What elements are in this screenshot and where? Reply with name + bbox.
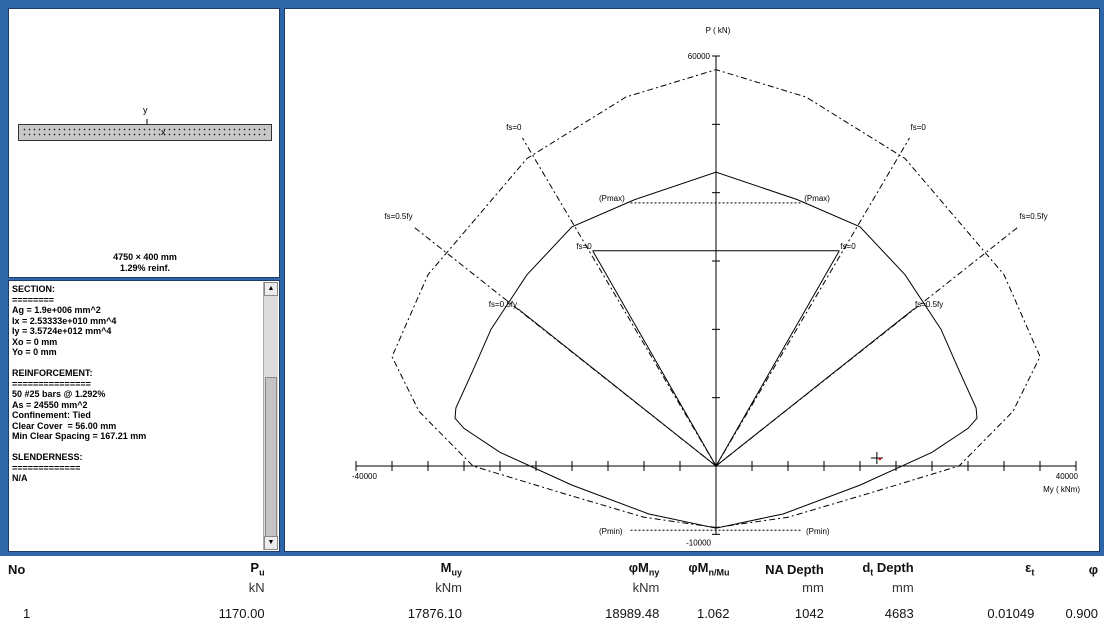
cell-phimny: 18989.48 — [605, 605, 660, 621]
unit-cell: kNm — [632, 579, 660, 595]
info-line: SLENDERNESS: — [12, 452, 83, 462]
cell-pu: 1170.00 — [218, 605, 265, 621]
info-line: Clear Cover = 56.00 mm — [12, 420, 117, 431]
column-section-shape — [18, 124, 272, 141]
cell-na-depth: 1042 — [794, 605, 824, 621]
pmax-label-right: (Pmax) — [804, 194, 830, 203]
y-axis-label: y — [143, 105, 148, 115]
load-point-dot — [878, 457, 882, 461]
info-line: As = 24550 mm^2 — [12, 399, 88, 410]
pmax-label-left: (Pmax) — [599, 194, 625, 203]
fs-half-fy-label-left: fs=0.5fy — [384, 212, 412, 221]
cell-muy: 17876.10 — [407, 605, 462, 621]
col-header-ratio: φMn/Mu — [688, 560, 730, 578]
unit-cell — [1034, 578, 1098, 596]
x-axis-label: x — [161, 127, 166, 137]
interaction-diagram: P ( kN) 60000 -10000 -40000 40000 My ( kNm) (… — [352, 26, 1080, 547]
diagram-annotations: (Pmax) (Pmax) (Pmin) (Pmin) fs=0 fs=0 fs=0.5fy… — [384, 123, 1047, 536]
interaction-diagram-pane: P ( kN) 60000 -10000 -40000 40000 My ( kNm) (… — [284, 8, 1100, 552]
cell-dt-depth: 4683 — [884, 605, 914, 621]
col-header-pu: Pu — [250, 560, 265, 578]
info-line — [12, 358, 260, 369]
col-header-muy: Muy — [440, 560, 462, 578]
info-line: REINFORCEMENT: — [12, 368, 93, 378]
pmin-label-left: (Pmin) — [599, 527, 623, 536]
radial-line — [715, 250, 840, 467]
unit-cell: mm — [802, 579, 824, 595]
radial-line — [715, 226, 1019, 467]
col-header-phimny: φMny — [628, 560, 660, 578]
fs-zero-label-left: fs=0 — [506, 123, 522, 132]
section-info-text: SECTION: ======== Ag = 1.9e+006 mm^2 Ix = 2… — [12, 284, 260, 484]
info-line: Confinement: Tied — [12, 410, 91, 420]
col-header-na-depth: NA Depth — [765, 561, 824, 577]
unit-cell: mm — [892, 579, 914, 595]
fs-zero-label-right: fs=0 — [840, 242, 856, 251]
info-line: 50 #25 bars @ 1.292% — [12, 389, 106, 399]
unit-cell — [659, 578, 729, 596]
col-header-phi: φ — [1088, 561, 1098, 577]
scroll-up-button[interactable]: ▲ — [264, 282, 278, 296]
factored-curve — [391, 69, 1041, 528]
diagram-curves — [391, 69, 1041, 529]
unit-cell: kN — [248, 579, 265, 595]
app-window: y x 4750 × 400 mm 1.29% reinf. SECTION: =… — [0, 0, 1104, 556]
unit-cell — [914, 578, 1035, 596]
m-axis-label: My ( kNm) — [1043, 485, 1080, 494]
info-line — [12, 442, 260, 453]
info-line: SECTION: — [12, 284, 56, 294]
unit-cell — [8, 578, 45, 596]
col-header-dt-depth: dt Depth — [862, 560, 914, 578]
info-line: ======== — [12, 294, 55, 305]
fs-half-fy-label-left: fs=0.5fy — [489, 300, 517, 309]
section-reinf-ratio: 1.29% reinf. — [119, 263, 171, 273]
info-line: Yo = 0 mm — [12, 347, 57, 357]
scroll-down-button[interactable]: ▼ — [264, 536, 278, 550]
section-view-pane: y x 4750 × 400 mm 1.29% reinf. — [8, 8, 280, 278]
col-header-no: No — [8, 561, 26, 577]
pmin-label-right: (Pmin) — [806, 527, 830, 536]
col-header-epsilon: εt — [1025, 560, 1035, 578]
info-line: Iy = 3.5724e+012 mm^4 — [12, 326, 112, 336]
m-max-tick-label: 40000 — [1056, 472, 1079, 481]
info-scrollbar[interactable]: ▲ ▼ — [263, 282, 278, 550]
radial-line — [715, 137, 910, 467]
info-line: ============= — [12, 462, 81, 473]
scroll-thumb[interactable] — [265, 377, 277, 537]
radial-line — [522, 137, 717, 467]
fs-zero-label-left: fs=0 — [576, 242, 592, 251]
info-line: Xo = 0 mm — [12, 336, 58, 347]
fs-half-fy-label-right: fs=0.5fy — [915, 300, 943, 309]
section-info-panel: SECTION: ======== Ag = 1.9e+006 mm^2 Ix = 2… — [8, 280, 280, 552]
radial-line — [413, 226, 717, 467]
radial-line — [592, 250, 717, 467]
cell-epsilon: 0.01049 — [987, 605, 1035, 621]
info-line: N/A — [12, 473, 28, 483]
nominal-curve — [454, 171, 978, 529]
unit-cell: kNm — [435, 579, 462, 595]
table-row[interactable]: 1 1170.00 17876.10 18989.48 1.062 1042 4… — [8, 604, 1098, 622]
section-axes — [137, 119, 159, 141]
table-header-row: No Pu Muy φMny φMn/Mu NA Depth dt Depth … — [8, 560, 1098, 578]
diagram-axes: P ( kN) 60000 -10000 -40000 40000 My ( kNm) — [352, 26, 1080, 547]
info-line: Ag = 1.9e+006 mm^2 — [12, 305, 101, 315]
info-line: Min Clear Spacing = 167.21 mm — [12, 431, 147, 441]
results-table: No Pu Muy φMny φMn/Mu NA Depth dt Depth … — [8, 560, 1098, 622]
p-max-tick-label: 60000 — [688, 52, 711, 61]
table-units-row: kN kNm kNm mm mm — [8, 578, 1098, 596]
fs-zero-label-right: fs=0 — [911, 123, 927, 132]
section-dimensions: 4750 × 400 mm — [113, 252, 177, 262]
cell-no: 1 — [23, 605, 31, 621]
fs-half-fy-label-right: fs=0.5fy — [1019, 212, 1047, 221]
info-line: Ix = 2.53333e+010 mm^4 — [12, 315, 117, 326]
cell-ratio: 1.062 — [696, 605, 730, 621]
p-axis-label: P ( kN) — [706, 26, 731, 35]
cell-phi: 0.900 — [1065, 605, 1098, 621]
p-min-tick-label: -10000 — [686, 538, 711, 547]
info-line: =============== — [12, 378, 91, 389]
m-min-tick-label: -40000 — [352, 472, 377, 481]
